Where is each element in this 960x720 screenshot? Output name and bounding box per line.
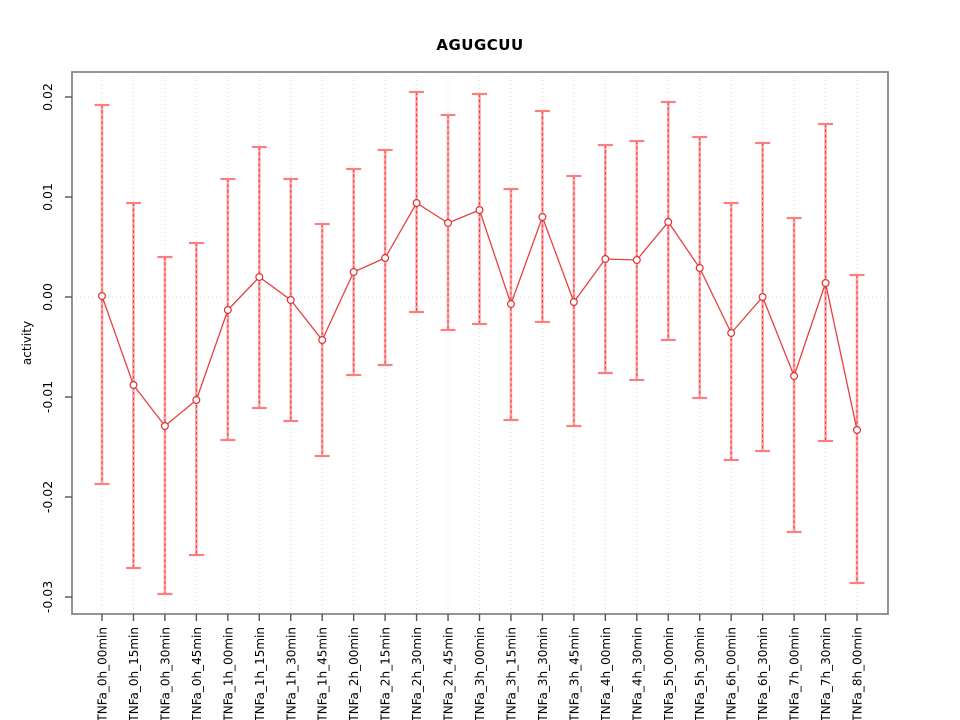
chart-title: AGUGCUU [436, 36, 524, 54]
x-tick-label: TNFa_7h_30min [819, 627, 833, 720]
x-tick-label: TNFa_7h_00min [788, 627, 802, 720]
data-point-marker [569, 298, 578, 307]
data-point-marker [790, 372, 799, 381]
x-tick-label: TNFa_5h_30min [693, 627, 707, 720]
x-tick-label: TNFa_4h_00min [599, 627, 613, 720]
y-tick-label: 0.02 [40, 83, 55, 111]
x-tick-label: TNFa_2h_00min [347, 627, 361, 720]
data-point-marker [381, 254, 390, 263]
x-tick-label: TNFa_2h_15min [379, 627, 393, 720]
data-point-marker [632, 256, 641, 265]
x-tick-label: TNFa_5h_00min [662, 627, 676, 720]
data-point-marker [160, 422, 169, 431]
x-tick-label: TNFa_3h_00min [473, 627, 487, 720]
x-tick-label: TNFa_0h_15min [127, 627, 141, 720]
y-tick-label: 0.00 [40, 283, 55, 311]
data-point-marker [192, 396, 201, 405]
x-tick-label: TNFa_2h_45min [442, 627, 456, 720]
y-tick-label: -0.01 [40, 381, 55, 413]
data-point-marker [821, 279, 830, 288]
data-point-marker [286, 296, 295, 305]
data-point-marker [129, 381, 138, 390]
y-tick-label: -0.03 [40, 581, 55, 613]
data-point-marker [601, 255, 610, 264]
x-tick-label: TNFa_8h_00min [851, 627, 865, 720]
x-tick-label: TNFa_1h_45min [316, 627, 330, 720]
x-tick-label: TNFa_2h_30min [410, 627, 424, 720]
x-tick-label: TNFa_0h_30min [158, 627, 172, 720]
data-point-marker [349, 268, 358, 277]
data-point-marker [695, 264, 704, 273]
data-point-marker [223, 306, 232, 315]
x-tick-label: TNFa_0h_45min [190, 627, 204, 720]
x-tick-label: TNFa_1h_30min [284, 627, 298, 720]
data-point-marker [475, 206, 484, 215]
x-tick-label: TNFa_1h_00min [221, 627, 235, 720]
data-point-marker [538, 213, 547, 222]
data-point-marker [255, 273, 264, 282]
x-tick-label: TNFa_1h_15min [253, 627, 267, 720]
data-point-marker [444, 219, 453, 228]
data-point-marker [758, 293, 767, 302]
x-tick-label: TNFa_0h_00min [96, 627, 110, 720]
x-tick-label: TNFa_3h_45min [567, 627, 581, 720]
x-tick-label: TNFa_4h_30min [630, 627, 644, 720]
data-point-marker [727, 329, 736, 338]
data-point-marker [412, 199, 421, 208]
y-tick-label: -0.02 [40, 481, 55, 513]
x-tick-label: TNFa_6h_30min [756, 627, 770, 720]
data-point-marker [318, 336, 327, 345]
data-point-marker [852, 426, 861, 435]
data-point-marker [506, 300, 515, 309]
x-tick-label: TNFa_6h_00min [725, 627, 739, 720]
x-tick-label: TNFa_3h_15min [504, 627, 518, 720]
data-point-marker [664, 218, 673, 227]
x-tick-label: TNFa_3h_30min [536, 627, 550, 720]
y-tick-label: 0.01 [40, 183, 55, 211]
data-point-marker [97, 292, 106, 301]
